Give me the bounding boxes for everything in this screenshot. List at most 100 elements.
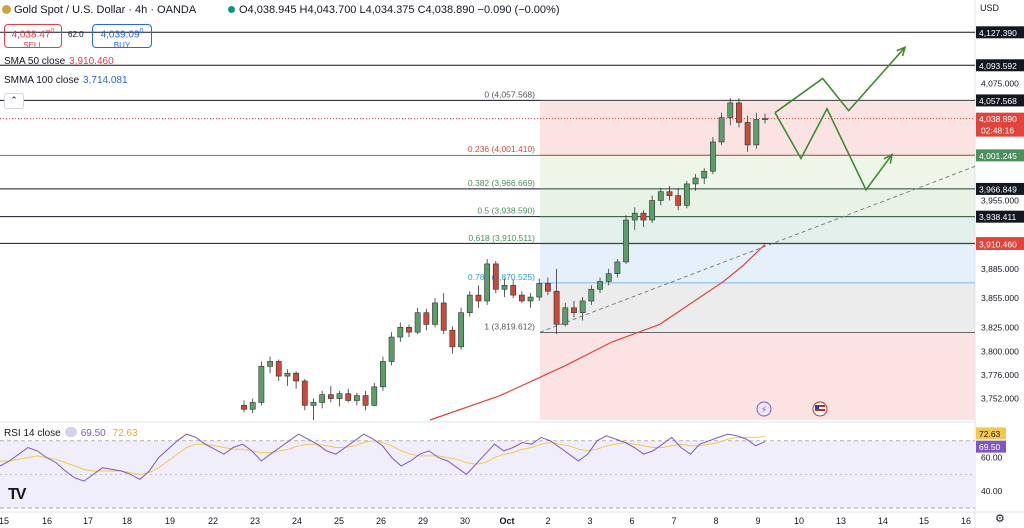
x-tick-5: 22: [208, 516, 218, 526]
indicator-sma50-name: SMA 50 close: [4, 56, 66, 67]
candle-body-48: [657, 191, 664, 201]
us-flag-canton: [815, 405, 819, 409]
rsi-y-tick-1: 40.00: [981, 486, 1003, 496]
x-tick-21: 14: [878, 516, 888, 526]
x-tick-20: 13: [836, 516, 846, 526]
candle-body-42: [605, 273, 612, 282]
y-tick-2: 3,885.000: [981, 264, 1019, 274]
lightning-event-glyph: ⚡: [761, 406, 767, 416]
x-tick-1: 16: [42, 516, 52, 526]
rsi-ma-line: [0, 435, 766, 475]
us-flag-stripe-2: [815, 409, 825, 411]
candle-body-46: [640, 212, 647, 221]
candle-body-9: [319, 394, 326, 403]
rsi-value: 69.50: [80, 428, 106, 439]
candle-body-14: [362, 395, 369, 406]
rsi-badge-label-1: 69.50: [979, 442, 1001, 452]
x-tick-9: 26: [376, 516, 386, 526]
y-tick-4: 3,825.000: [981, 322, 1019, 332]
candle-body-58: [744, 122, 751, 146]
y-tick-6: 3,776.000: [981, 370, 1019, 380]
projection-down-path: [774, 107, 893, 192]
candle-body-5: [284, 372, 291, 377]
tradingview-logo-icon[interactable]: TV: [8, 486, 27, 503]
level-badge-1: [976, 59, 1024, 72]
candle-body-20: [414, 312, 421, 333]
x-tick-14: 3: [587, 516, 592, 526]
x-tick-17: 8: [713, 516, 718, 526]
market-open-icon: [228, 6, 235, 13]
settings-gear-icon[interactable]: ⚙: [995, 513, 1005, 525]
candle-body-31: [510, 285, 517, 296]
candle-body-8: [310, 402, 317, 406]
ohlc-values: O4,038.945 H4,043.700 L4,034.375 C4,038.…: [239, 4, 560, 16]
sell-button[interactable]: 4,038.470 SELL: [4, 24, 62, 51]
level-badge-5: [976, 210, 1024, 223]
candle-body-2: [258, 366, 265, 403]
price-badge-1: [976, 237, 1024, 250]
fib-label-0.5: 0.5 (3,938.590): [477, 205, 535, 215]
fib-label-0.382: 0.382 (3,966.669): [468, 178, 535, 188]
buy-button[interactable]: 4,039.090 BUY: [92, 24, 152, 51]
x-tick-22: 15: [919, 516, 929, 526]
currency-label[interactable]: USD: [980, 3, 1000, 13]
rsi-badge-label-0: 72.63: [979, 429, 1001, 439]
x-tick-2: 17: [83, 516, 93, 526]
candle-body-54: [709, 141, 716, 172]
fib-band-3: [540, 216, 975, 244]
sell-price: 4,038.47: [11, 29, 51, 41]
x-tick-19: 10: [794, 516, 804, 526]
rsi-line: [0, 433, 766, 482]
fib-label-1: 1 (3,819.612): [484, 322, 535, 332]
candle-body-4: [275, 361, 282, 377]
dashed-trendline: [539, 165, 976, 333]
fib-band-1: [540, 155, 975, 190]
level-badge-0: [976, 26, 1024, 39]
spread-value: 62.0: [68, 30, 84, 39]
candle-body-22: [432, 302, 438, 325]
candle-body-37: [562, 307, 569, 325]
x-tick-8: 25: [334, 516, 344, 526]
candle-body-41: [597, 281, 603, 290]
x-tick-18: 9: [755, 516, 760, 526]
symbol-title[interactable]: Gold Spot / U.S. Dollar · 4h · OANDA: [14, 4, 197, 16]
fib-band-5: [540, 282, 975, 333]
candle-body-7: [301, 380, 308, 406]
indicator-sma50[interactable]: SMA 50 close 3,910.460: [4, 56, 114, 67]
us-flag-stripe-1: [815, 405, 825, 407]
rsi-ma-value: 72.63: [112, 428, 138, 439]
rsi-settings-icon[interactable]: [64, 427, 77, 437]
level-label-1: 4,093.592: [979, 61, 1017, 71]
candle-body-57: [736, 102, 742, 123]
rsi-legend[interactable]: RSI 14 close 69.50 72.63: [4, 427, 138, 439]
candle-body-27: [475, 294, 482, 302]
sell-price-sup: 0: [50, 28, 55, 35]
candle-body-1: [249, 402, 256, 410]
candle-body-25: [458, 312, 464, 348]
rsi-name: RSI 14 close: [4, 428, 61, 439]
buy-label: BUY: [113, 41, 131, 51]
level-badge-3: [976, 149, 1024, 162]
price-badge-0: [976, 112, 1024, 137]
fib-label-0.618: 0.618 (3,910.511): [469, 233, 536, 243]
sma50-line: [429, 243, 766, 421]
indicator-smma100[interactable]: SMMA 100 close 3,714.081: [4, 75, 128, 86]
collapse-chevron-icon[interactable]: ⌃: [4, 93, 24, 109]
candle-body-33: [527, 296, 534, 302]
candle-body-15: [371, 386, 378, 406]
projection-up-path: [774, 46, 906, 114]
fib-label-0.786: 0.786 (3,870.525): [468, 272, 535, 282]
candle-body-49: [666, 191, 673, 196]
candle-body-19: [406, 327, 412, 333]
fib-band-2: [540, 189, 975, 217]
fib-label-0: 0 (4,057.568): [484, 89, 535, 99]
sell-label: SELL: [23, 41, 43, 51]
candle-body-17: [388, 336, 395, 362]
candle-body-40: [588, 288, 595, 302]
rsi-badge-1: [976, 440, 1006, 453]
candle-body-38: [571, 307, 577, 313]
indicator-sma50-value: 3,910.460: [69, 56, 114, 67]
fib-band-4: [540, 243, 975, 283]
level-badge-4: [976, 182, 1024, 195]
